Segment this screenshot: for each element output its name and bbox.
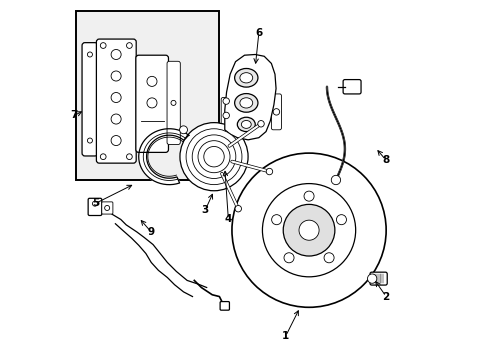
Circle shape [171, 100, 176, 105]
FancyBboxPatch shape [136, 55, 168, 152]
Ellipse shape [237, 117, 255, 132]
Circle shape [147, 76, 157, 86]
Circle shape [283, 204, 334, 256]
Circle shape [203, 147, 224, 167]
Ellipse shape [240, 98, 252, 108]
FancyBboxPatch shape [220, 302, 229, 310]
Text: 3: 3 [201, 206, 208, 216]
Circle shape [87, 52, 92, 57]
Text: 7: 7 [70, 111, 78, 121]
Circle shape [126, 42, 132, 48]
Text: 6: 6 [255, 28, 262, 38]
Circle shape [324, 253, 333, 263]
Text: 2: 2 [382, 292, 389, 302]
Bar [76, 12, 219, 180]
FancyBboxPatch shape [102, 202, 113, 214]
Circle shape [104, 206, 109, 211]
Polygon shape [224, 54, 276, 140]
Circle shape [231, 153, 386, 307]
Ellipse shape [234, 94, 258, 112]
Ellipse shape [240, 73, 252, 83]
FancyBboxPatch shape [96, 39, 136, 163]
Ellipse shape [241, 121, 251, 129]
Circle shape [271, 215, 281, 225]
Circle shape [100, 42, 106, 48]
Circle shape [87, 138, 92, 143]
Circle shape [298, 220, 319, 240]
FancyBboxPatch shape [369, 272, 386, 285]
Circle shape [111, 71, 121, 81]
Text: 9: 9 [147, 227, 155, 237]
Circle shape [265, 168, 272, 175]
Circle shape [111, 93, 121, 103]
Circle shape [330, 175, 340, 185]
Circle shape [186, 129, 242, 185]
Circle shape [147, 98, 157, 108]
Circle shape [367, 274, 376, 283]
Circle shape [111, 49, 121, 59]
Text: 4: 4 [224, 215, 232, 224]
FancyBboxPatch shape [88, 198, 102, 216]
FancyBboxPatch shape [343, 80, 360, 94]
Text: 1: 1 [282, 331, 289, 341]
Circle shape [273, 109, 279, 115]
Circle shape [223, 112, 229, 119]
Text: 5: 5 [92, 198, 99, 208]
Circle shape [304, 191, 313, 201]
Text: 8: 8 [382, 155, 389, 165]
FancyBboxPatch shape [82, 42, 98, 156]
FancyBboxPatch shape [271, 94, 281, 130]
Circle shape [111, 114, 121, 124]
Circle shape [111, 135, 121, 145]
Circle shape [284, 253, 293, 263]
FancyBboxPatch shape [167, 61, 180, 144]
FancyBboxPatch shape [221, 98, 231, 134]
Circle shape [180, 123, 247, 191]
Circle shape [126, 154, 132, 159]
Circle shape [198, 141, 229, 173]
Circle shape [336, 215, 346, 225]
Ellipse shape [234, 68, 258, 87]
Circle shape [262, 184, 355, 277]
Polygon shape [139, 129, 188, 185]
Circle shape [257, 121, 264, 127]
Circle shape [223, 98, 229, 104]
Circle shape [179, 126, 187, 134]
Circle shape [92, 201, 97, 206]
Circle shape [192, 135, 235, 179]
Circle shape [235, 206, 241, 212]
Circle shape [100, 154, 106, 159]
